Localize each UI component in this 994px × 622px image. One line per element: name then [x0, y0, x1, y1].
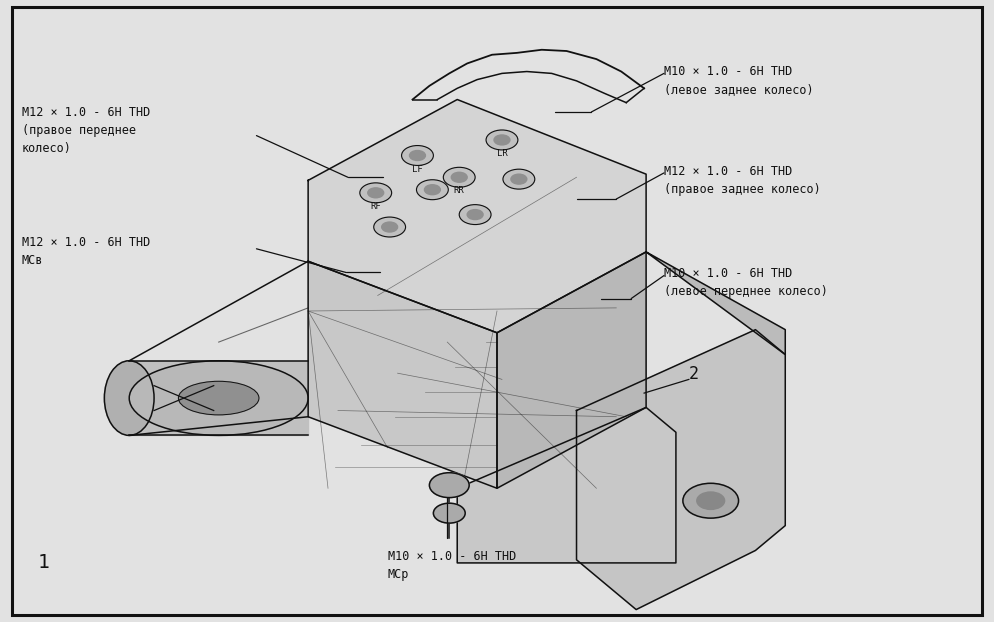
Polygon shape — [308, 261, 497, 488]
Circle shape — [459, 205, 491, 225]
Text: M10 × 1.0 - 6H THD
(левое заднее колесо): M10 × 1.0 - 6H THD (левое заднее колесо) — [664, 65, 814, 96]
Circle shape — [511, 174, 527, 184]
Circle shape — [410, 151, 425, 160]
Circle shape — [402, 146, 433, 165]
Text: M10 × 1.0 - 6H THD
MCр: M10 × 1.0 - 6H THD MCр — [388, 550, 516, 582]
Text: RF: RF — [371, 202, 381, 211]
Circle shape — [433, 503, 465, 523]
Ellipse shape — [104, 361, 154, 435]
Circle shape — [697, 492, 725, 509]
Text: M12 × 1.0 - 6H THD
(правое переднее
колесо): M12 × 1.0 - 6H THD (правое переднее коле… — [22, 106, 150, 155]
Polygon shape — [129, 361, 308, 435]
Polygon shape — [308, 100, 646, 333]
Circle shape — [486, 130, 518, 150]
Circle shape — [503, 169, 535, 189]
Circle shape — [424, 185, 440, 195]
Text: M10 × 1.0 - 6H THD
(левое переднее колесо): M10 × 1.0 - 6H THD (левое переднее колес… — [664, 267, 828, 299]
Circle shape — [683, 483, 739, 518]
Polygon shape — [577, 330, 785, 610]
Circle shape — [429, 473, 469, 498]
Circle shape — [443, 167, 475, 187]
Polygon shape — [646, 252, 785, 355]
Circle shape — [374, 217, 406, 237]
Ellipse shape — [129, 361, 308, 435]
Text: LR: LR — [497, 149, 507, 158]
Text: 1: 1 — [38, 554, 50, 572]
Polygon shape — [497, 252, 646, 488]
Circle shape — [360, 183, 392, 203]
Text: RR: RR — [454, 187, 464, 195]
Circle shape — [494, 135, 510, 145]
Text: LF: LF — [413, 165, 422, 174]
Circle shape — [467, 210, 483, 220]
Ellipse shape — [179, 381, 258, 415]
Circle shape — [416, 180, 448, 200]
Circle shape — [451, 172, 467, 182]
Circle shape — [368, 188, 384, 198]
Text: M12 × 1.0 - 6H THD
MCв: M12 × 1.0 - 6H THD MCв — [22, 236, 150, 267]
Text: 2: 2 — [689, 366, 699, 383]
Circle shape — [382, 222, 398, 232]
Polygon shape — [457, 407, 676, 563]
Text: M12 × 1.0 - 6H THD
(правое заднее колесо): M12 × 1.0 - 6H THD (правое заднее колесо… — [664, 165, 821, 196]
